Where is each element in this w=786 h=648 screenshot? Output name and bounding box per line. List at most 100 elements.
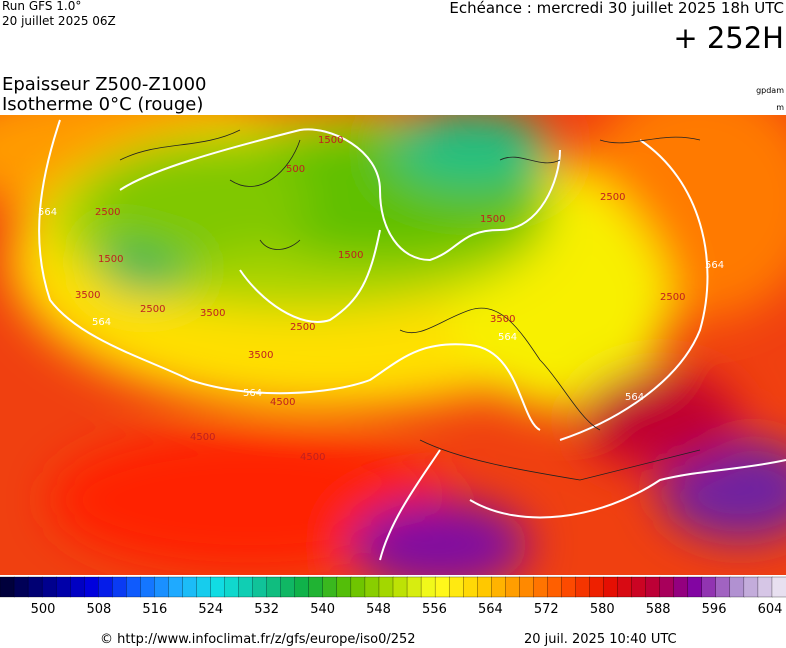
map	[0, 115, 786, 575]
contour-label: 564	[38, 207, 57, 218]
colorbar-tick-label: 588	[646, 602, 671, 617]
contour-label: 1500	[318, 135, 343, 146]
colorbar-swatch	[378, 576, 394, 598]
colorbar: 500 508 516 524 532 540 548 556 564 572 580 588 596 6…	[0, 576, 786, 617]
colorbar-swatch	[743, 576, 759, 598]
colorbar-tick-label: 532	[254, 602, 279, 617]
colorbar-swatch	[659, 576, 675, 598]
colorbar-tick-label: 540	[310, 602, 335, 617]
colorbar-swatch	[434, 576, 450, 598]
unit: gpdam	[756, 86, 784, 95]
contour-label: 3500	[248, 350, 273, 361]
colorbar-tick-label: 500	[31, 602, 56, 617]
colorbar-swatch	[238, 576, 254, 598]
contour-label: 4500	[270, 397, 295, 408]
colorbar-swatch	[617, 576, 633, 598]
colorbar-swatch	[364, 576, 380, 598]
colorbar-swatch	[701, 576, 717, 598]
colorbar-swatch	[350, 576, 366, 598]
colorbar-swatch	[70, 576, 85, 598]
contour-label: 500	[286, 164, 305, 175]
colorbar-tick-label: 508	[87, 602, 112, 617]
colorbar-swatch	[420, 576, 436, 598]
colorbar-swatch	[729, 576, 745, 598]
colorbar-swatch	[27, 576, 43, 598]
contour-label: 564	[498, 332, 517, 343]
contour-label: 1500	[338, 250, 363, 261]
colorbar-swatch	[336, 576, 352, 598]
colorbar-swatch	[84, 576, 99, 598]
colorbar-tick-label: 556	[422, 602, 447, 617]
colorbar-swatch	[41, 576, 57, 598]
colorbar-swatch	[448, 576, 464, 598]
echeance: Echéance : mercredi 30 juillet 2025 18h …	[449, 0, 784, 17]
colorbar-tick-label: 596	[702, 602, 727, 617]
contour-label: 564	[92, 317, 111, 328]
colorbar-swatch	[140, 576, 156, 598]
colorbar-swatch	[715, 576, 731, 598]
colorbar-swatch	[196, 576, 212, 598]
contour-label: 4500	[300, 452, 325, 463]
contour-label: 1500	[480, 214, 505, 225]
colorbar-swatch	[491, 576, 506, 598]
copyright-url: © http://www.infoclimat.fr/z/gfs/europe/…	[100, 632, 416, 647]
colorbar-swatch	[392, 576, 408, 598]
generated-time: 20 juil. 2025 10:40 UTC	[524, 632, 677, 647]
colorbar-swatch	[112, 576, 127, 598]
contour-labels: 564 564 564 564 564 564 1500 1500 1500 1500 2500 25…	[38, 135, 724, 463]
colorbar-swatch	[308, 576, 324, 598]
contour-label: 2500	[660, 292, 685, 303]
colorbar-swatch	[603, 576, 619, 598]
run: Run GFS 1.0°	[2, 0, 81, 13]
colorbar-swatch	[266, 576, 282, 598]
colorbar-swatch	[322, 576, 338, 598]
contour-label: 2500	[140, 304, 165, 315]
colorbar-swatch	[294, 576, 310, 598]
contour-label: 564	[243, 388, 262, 399]
colorbar-swatch	[505, 576, 520, 598]
colorbar-swatch	[182, 576, 198, 598]
contour-label: 3500	[75, 290, 100, 301]
colorbar-tick-label: 572	[534, 602, 559, 617]
colorbar-swatch	[252, 576, 268, 598]
colorbar-swatch	[519, 576, 535, 598]
colorbar-tick-label: 524	[198, 602, 223, 617]
contour-label: 2500	[95, 207, 120, 218]
colorbar-swatch	[463, 576, 478, 598]
lead-time: + 252H	[673, 21, 784, 55]
colorbar-swatch	[98, 576, 113, 598]
contour-label: 3500	[200, 308, 225, 319]
colorbar-swatch	[631, 576, 647, 598]
contour-label: 564	[625, 392, 644, 403]
colorbar-tick-label: 516	[142, 602, 167, 617]
contour-label: 2500	[290, 322, 315, 333]
contour-label: 564	[705, 260, 724, 271]
colorbar-swatch	[645, 576, 661, 598]
colorbar-swatch	[0, 576, 15, 598]
colorbar-swatch	[55, 576, 71, 598]
colorbar-swatch	[561, 576, 577, 598]
colorbar-swatch	[13, 576, 29, 598]
colorbar-swatch	[477, 576, 492, 598]
colorbar-swatch	[406, 576, 422, 598]
unit: m	[776, 103, 784, 112]
colorbar-swatch	[771, 576, 786, 598]
colorbar-swatch	[547, 576, 563, 598]
colorbar-swatch	[280, 576, 296, 598]
colorbar-swatch	[154, 576, 170, 598]
title-line1: Epaisseur Z500-Z1000	[2, 74, 207, 95]
colorbar-swatch	[757, 576, 773, 598]
colorbar-swatch	[210, 576, 226, 598]
title-line2: Isotherme 0°C (rouge)	[2, 94, 203, 115]
contour-label: 4500	[190, 432, 215, 443]
colorbar-swatch	[168, 576, 184, 598]
colorbar-swatch	[575, 576, 591, 598]
run-date: 20 juillet 2025 06Z	[2, 14, 116, 28]
colorbar-swatch	[589, 576, 605, 598]
colorbar-tick-label: 564	[478, 602, 503, 617]
contour-label: 1500	[98, 254, 123, 265]
contour-label: 2500	[600, 192, 625, 203]
colorbar-swatch	[224, 576, 240, 598]
colorbar-swatch	[687, 576, 703, 598]
contour-label: 3500	[490, 314, 515, 325]
